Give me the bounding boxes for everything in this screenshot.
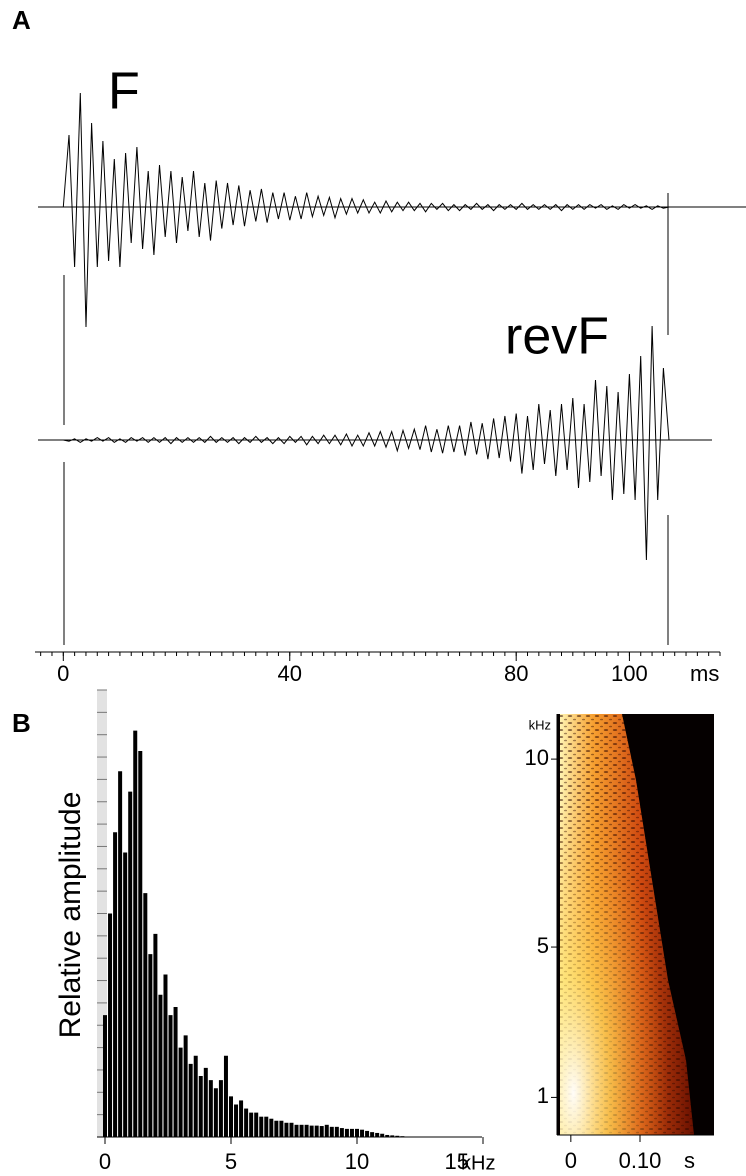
y-axis-label: Relative amplitude [54, 792, 87, 1039]
x-tick-label: 40 [278, 661, 302, 686]
y-tick-label: 1 [537, 1083, 549, 1108]
y-unit: kHz [529, 717, 551, 732]
panel-label: B [12, 708, 31, 738]
x-tick-label: 0 [99, 1149, 111, 1174]
x-tick-label: 15 [445, 1149, 469, 1174]
x-tick-label: 0.10 [619, 1148, 662, 1173]
x-tick-label: 0 [57, 661, 69, 686]
ruler-ticks [97, 689, 107, 1138]
x-unit: kHz [461, 1152, 495, 1174]
x-unit: s [684, 1148, 695, 1173]
panel-label: A [12, 5, 31, 35]
x-tick-label: 0 [565, 1148, 577, 1173]
x-tick-label: 80 [504, 661, 528, 686]
spectrogram-image [556, 714, 714, 1136]
waveform-line [62, 92, 670, 328]
series-label: revF [505, 308, 609, 366]
y-tick-label: 10 [525, 745, 549, 770]
x-unit: ms [690, 661, 719, 686]
x-tick-label: 100 [611, 661, 648, 686]
panel-a-layout [35, 193, 746, 653]
x-tick-label: 10 [345, 1149, 369, 1174]
x-tick-label: 5 [225, 1149, 237, 1174]
y-tick-label: 5 [537, 933, 549, 958]
series-label: F [108, 63, 140, 121]
waveform-line [63, 325, 670, 561]
spectrogram-panel: 1 5 10 kHz 0 0.10 s [525, 717, 695, 1172]
spectrogram-glow [560, 714, 694, 1135]
